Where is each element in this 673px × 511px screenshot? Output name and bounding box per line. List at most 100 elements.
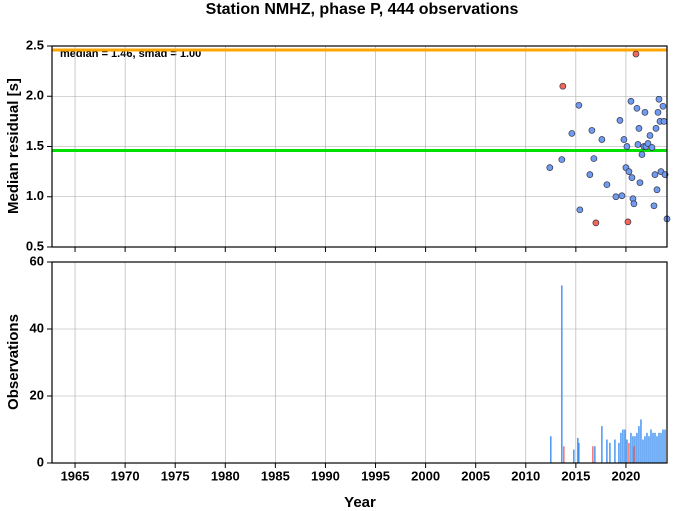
plot-frame bbox=[51, 45, 668, 248]
y-tick-label: 20 bbox=[30, 387, 44, 402]
y-tick-label: 1.0 bbox=[26, 188, 44, 203]
chart-title: Station NMHZ, phase P, 444 observations bbox=[206, 1, 519, 18]
point bbox=[632, 50, 640, 58]
bar bbox=[644, 436, 646, 463]
x-tick-label: 1975 bbox=[161, 468, 190, 483]
bar bbox=[594, 446, 596, 463]
y-axis-label: Median residual [s] bbox=[5, 78, 22, 214]
point bbox=[659, 102, 667, 110]
point bbox=[650, 202, 658, 210]
point bbox=[624, 218, 632, 226]
plot-frame bbox=[51, 261, 668, 464]
point bbox=[654, 108, 662, 116]
y-tick-label: 40 bbox=[30, 320, 44, 335]
point bbox=[618, 192, 626, 200]
y-tick-label: 0.5 bbox=[26, 238, 44, 253]
bar bbox=[578, 442, 580, 463]
y-tick-label: 1.5 bbox=[26, 138, 44, 153]
bar bbox=[650, 429, 652, 463]
bar bbox=[628, 442, 630, 463]
x-tick-label: 2000 bbox=[411, 468, 440, 483]
point bbox=[648, 144, 656, 151]
point bbox=[592, 219, 600, 227]
bar bbox=[664, 429, 666, 463]
x-tick-label: 1965 bbox=[61, 468, 90, 483]
bar bbox=[609, 442, 611, 463]
bar bbox=[654, 432, 656, 463]
point bbox=[635, 125, 643, 132]
point bbox=[641, 108, 649, 116]
bar bbox=[638, 426, 640, 463]
x-axis-label: Year bbox=[344, 494, 376, 511]
bar bbox=[618, 442, 620, 463]
bar bbox=[561, 285, 563, 463]
bar bbox=[632, 436, 634, 463]
x-tick-label: 1970 bbox=[111, 468, 140, 483]
bar bbox=[626, 439, 628, 463]
x-tick-label: 1990 bbox=[311, 468, 340, 483]
point bbox=[546, 164, 554, 171]
x-tick-label: 1985 bbox=[261, 468, 290, 483]
bar bbox=[634, 436, 636, 463]
point bbox=[603, 181, 611, 189]
y-tick-label: 2.5 bbox=[26, 37, 44, 52]
point bbox=[634, 141, 642, 148]
bar bbox=[592, 446, 594, 463]
point bbox=[616, 117, 624, 124]
point bbox=[644, 140, 652, 147]
bar bbox=[640, 419, 642, 463]
point bbox=[638, 151, 646, 158]
bar bbox=[620, 432, 622, 463]
point bbox=[623, 143, 631, 150]
point bbox=[651, 171, 659, 178]
point bbox=[636, 179, 644, 187]
y-tick-label: 2.0 bbox=[26, 88, 44, 103]
y-tick-label: 60 bbox=[30, 253, 44, 268]
point bbox=[612, 193, 620, 201]
x-tick-label: 2015 bbox=[561, 468, 590, 483]
bar bbox=[633, 446, 635, 463]
bar bbox=[606, 439, 608, 463]
bar bbox=[630, 432, 632, 463]
x-tick-label: 2005 bbox=[461, 468, 490, 483]
bar bbox=[636, 432, 638, 463]
bar bbox=[660, 432, 662, 463]
bar bbox=[614, 439, 616, 463]
point bbox=[633, 104, 641, 112]
bar bbox=[652, 432, 654, 463]
y-axis-label: Observations bbox=[5, 314, 22, 410]
point bbox=[559, 82, 567, 90]
bar bbox=[648, 436, 650, 463]
bar bbox=[656, 436, 658, 463]
bar bbox=[601, 426, 603, 463]
bar bbox=[662, 429, 664, 463]
point bbox=[646, 132, 654, 139]
bar bbox=[646, 432, 648, 463]
bar bbox=[550, 436, 552, 463]
bar bbox=[622, 429, 624, 463]
bar bbox=[642, 439, 644, 463]
point bbox=[568, 130, 576, 137]
point bbox=[558, 156, 566, 163]
point bbox=[655, 95, 663, 103]
point bbox=[575, 101, 583, 109]
x-tick-label: 2010 bbox=[511, 468, 540, 483]
x-tick-label: 1980 bbox=[211, 468, 240, 483]
point bbox=[620, 136, 628, 143]
point bbox=[630, 200, 638, 208]
point bbox=[625, 168, 633, 175]
bar bbox=[573, 449, 575, 463]
bar bbox=[577, 437, 579, 463]
point bbox=[628, 174, 636, 182]
y-tick-label: 0 bbox=[37, 454, 44, 469]
point bbox=[653, 186, 661, 194]
point bbox=[588, 127, 596, 134]
point bbox=[652, 125, 660, 132]
bar bbox=[563, 446, 565, 463]
x-tick-label: 1995 bbox=[361, 468, 390, 483]
point bbox=[627, 97, 635, 105]
point bbox=[586, 171, 594, 178]
point bbox=[576, 206, 584, 214]
point bbox=[590, 155, 598, 162]
